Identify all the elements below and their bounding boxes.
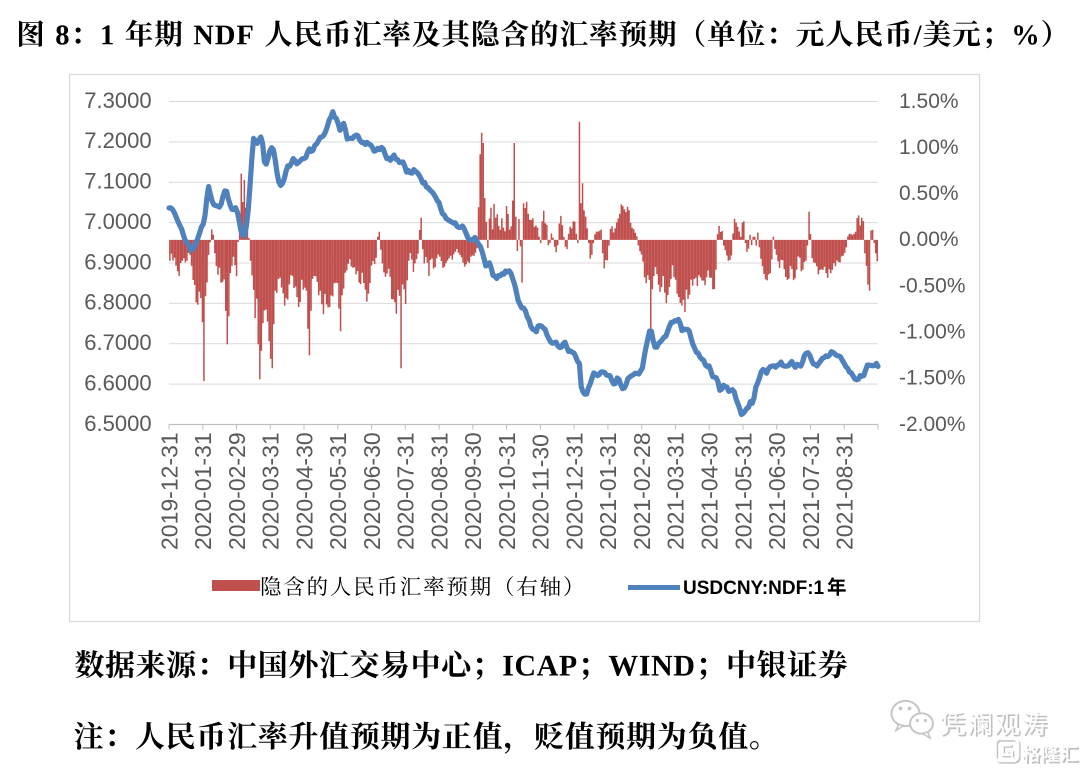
svg-text:-0.50%: -0.50% xyxy=(899,274,966,297)
svg-text:2021-06-30: 2021-06-30 xyxy=(764,432,790,550)
svg-text:-1.00%: -1.00% xyxy=(899,321,966,344)
svg-text:6.9000: 6.9000 xyxy=(84,249,151,274)
svg-text:2020-01-31: 2020-01-31 xyxy=(190,432,216,550)
svg-text:2021-07-31: 2021-07-31 xyxy=(798,432,824,550)
svg-text:2021-02-28: 2021-02-28 xyxy=(629,432,655,550)
svg-text:2019-12-31: 2019-12-31 xyxy=(156,432,182,550)
svg-text:1.00%: 1.00% xyxy=(899,136,959,159)
svg-text:2021-04-30: 2021-04-30 xyxy=(697,432,723,550)
svg-text:2020-10-31: 2020-10-31 xyxy=(494,432,520,550)
svg-text:7.3000: 7.3000 xyxy=(84,88,151,113)
svg-text:2020-04-30: 2020-04-30 xyxy=(291,432,317,550)
svg-text:-2.00%: -2.00% xyxy=(899,413,966,436)
svg-text:7.2000: 7.2000 xyxy=(84,128,151,153)
svg-text:0.50%: 0.50% xyxy=(899,182,959,205)
svg-text:6.8000: 6.8000 xyxy=(84,290,151,315)
svg-text:-1.50%: -1.50% xyxy=(899,367,966,390)
svg-text:2020-12-31: 2020-12-31 xyxy=(561,432,587,550)
svg-text:2021-01-31: 2021-01-31 xyxy=(595,432,621,550)
svg-text:7.0000: 7.0000 xyxy=(84,209,151,234)
svg-text:0.00%: 0.00% xyxy=(899,228,959,251)
svg-text:2020-11-30: 2020-11-30 xyxy=(528,434,554,550)
svg-text:2020-07-31: 2020-07-31 xyxy=(393,432,419,550)
svg-text:2021-03-31: 2021-03-31 xyxy=(663,432,689,550)
svg-text:2020-02-29: 2020-02-29 xyxy=(224,432,250,550)
svg-text:6.7000: 6.7000 xyxy=(84,330,151,355)
svg-text:2020-09-30: 2020-09-30 xyxy=(460,432,486,550)
svg-text:6.5000: 6.5000 xyxy=(84,411,151,436)
svg-text:2020-03-31: 2020-03-31 xyxy=(258,432,284,550)
svg-text:2020-06-30: 2020-06-30 xyxy=(359,432,385,550)
svg-text:2021-08-31: 2021-08-31 xyxy=(832,432,858,550)
svg-text:1.50%: 1.50% xyxy=(899,90,959,113)
svg-text:6.6000: 6.6000 xyxy=(84,370,151,395)
svg-text:2020-08-31: 2020-08-31 xyxy=(426,432,452,550)
svg-text:2020-05-31: 2020-05-31 xyxy=(325,432,351,550)
svg-text:2021-05-31: 2021-05-31 xyxy=(730,432,756,550)
svg-text:7.1000: 7.1000 xyxy=(84,169,151,194)
svg-text:USDCNY:NDF:1: USDCNY:NDF:1 xyxy=(683,578,825,599)
